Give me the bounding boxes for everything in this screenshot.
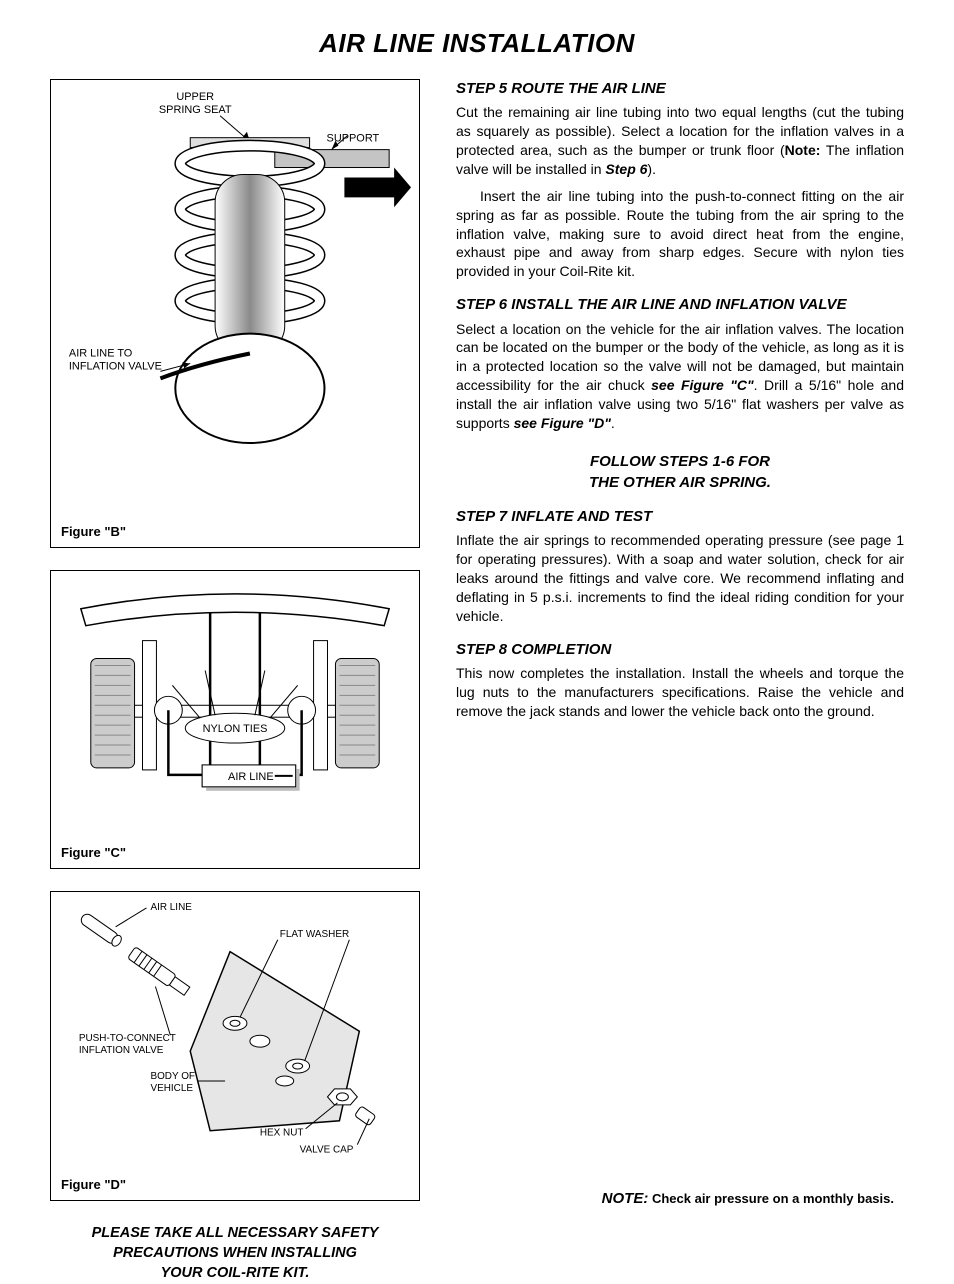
figure-b: UPPER SPRING SEAT SUPPORT xyxy=(50,79,420,548)
step5-paragraph-2: Insert the air line tubing into the push… xyxy=(456,187,904,281)
label-body-of-vehicle: BODY OF xyxy=(150,1071,195,1082)
two-column-layout: UPPER SPRING SEAT SUPPORT xyxy=(50,79,904,1284)
step7-heading: STEP 7 INFLATE AND TEST xyxy=(456,507,904,527)
instructions-column: STEP 5 ROUTE THE AIR LINE Cut the remain… xyxy=(456,79,904,1284)
figure-d-svg: AIR LINE FLAT WASHER PUSH-TO-CONNECT INF… xyxy=(51,892,419,1170)
label-flat-washer: FLAT WASHER xyxy=(280,929,349,940)
air-line-tube-icon xyxy=(79,912,123,948)
figures-column: UPPER SPRING SEAT SUPPORT xyxy=(50,79,420,1284)
figure-b-svg: UPPER SPRING SEAT SUPPORT xyxy=(51,80,419,518)
bottom-note: NOTE: Check air pressure on a monthly ba… xyxy=(602,1190,894,1207)
hex-nut-icon xyxy=(327,1089,357,1105)
step5-paragraph-1: Cut the remaining air line tubing into t… xyxy=(456,103,904,179)
label-air-line-d: AIR LINE xyxy=(150,902,192,913)
label-body-of-vehicle-2: VEHICLE xyxy=(150,1083,193,1094)
step5-heading: STEP 5 ROUTE THE AIR LINE xyxy=(456,79,904,99)
step8-heading: STEP 8 COMPLETION xyxy=(456,640,904,660)
tire-right-icon xyxy=(335,658,379,767)
bumper-icon xyxy=(81,593,389,625)
tire-left-icon xyxy=(91,658,135,767)
page-title: AIR LINE INSTALLATION xyxy=(50,28,904,59)
figure-d: AIR LINE FLAT WASHER PUSH-TO-CONNECT INF… xyxy=(50,891,420,1200)
inflation-valve-icon xyxy=(128,947,191,997)
valve-cap-icon xyxy=(354,1106,376,1126)
figure-c-caption: Figure "C" xyxy=(51,839,419,868)
label-air-line-to-valve-2: INFLATION VALVE xyxy=(69,360,162,372)
label-air-line-c: AIR LINE xyxy=(228,770,274,782)
wheel-disc-icon xyxy=(175,334,324,443)
step6-paragraph: Select a location on the vehicle for the… xyxy=(456,320,904,433)
support-arrow-icon xyxy=(344,168,411,208)
figure-c-svg: NYLON TIES AIR LINE xyxy=(51,571,419,840)
label-upper-spring-seat-2: SPRING SEAT xyxy=(159,104,232,116)
step8-paragraph: This now completes the installation. Ins… xyxy=(456,664,904,721)
figure-b-caption: Figure "B" xyxy=(51,518,419,547)
air-spring-icon xyxy=(215,174,285,353)
figure-d-caption: Figure "D" xyxy=(51,1171,419,1200)
label-push-to-connect-2: INFLATION VALVE xyxy=(79,1045,164,1056)
label-air-line-to-valve: AIR LINE TO xyxy=(69,347,132,359)
label-upper-spring-seat: UPPER xyxy=(176,91,214,103)
label-push-to-connect: PUSH-TO-CONNECT xyxy=(79,1033,176,1044)
label-valve-cap: VALVE CAP xyxy=(300,1145,354,1156)
step6-heading: STEP 6 INSTALL THE AIR LINE AND INFLATIO… xyxy=(456,295,904,315)
safety-note: PLEASE TAKE ALL NECESSARY SAFETY PRECAUT… xyxy=(50,1223,420,1284)
label-support: SUPPORT xyxy=(327,133,380,145)
figure-c: NYLON TIES AIR LINE Figure "C" xyxy=(50,570,420,870)
step7-paragraph: Inflate the air springs to recommended o… xyxy=(456,531,904,625)
label-nylon-ties: NYLON TIES xyxy=(203,723,268,735)
label-hex-nut: HEX NUT xyxy=(260,1128,304,1139)
follow-steps-note: FOLLOW STEPS 1-6 FOR THE OTHER AIR SPRIN… xyxy=(456,451,904,493)
